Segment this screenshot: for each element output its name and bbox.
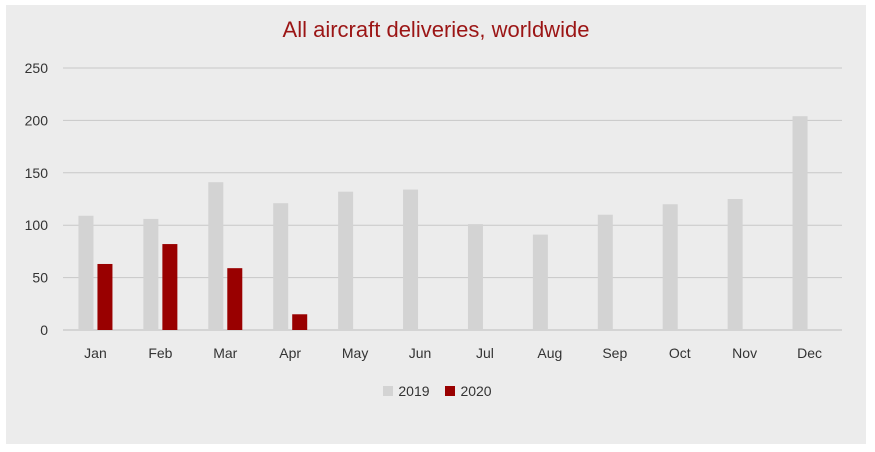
bar-2020-Apr (292, 314, 308, 330)
bar-2019-Jan (78, 215, 94, 330)
bar-2020-Jan (97, 263, 113, 330)
x-tick-label: Apr (279, 345, 301, 361)
bar-2019-Dec (792, 116, 808, 330)
x-tick-label: Mar (213, 345, 237, 361)
bars (78, 116, 808, 330)
bar-2019-Nov (727, 199, 743, 330)
chart-title: All aircraft deliveries, worldwide (282, 17, 590, 42)
gridlines (63, 67, 842, 331)
bar-2020-Feb (162, 244, 178, 330)
legend-swatch-2020 (445, 386, 456, 396)
y-tick-label: 200 (25, 112, 49, 128)
x-tick-label: Oct (669, 345, 691, 361)
x-tick-label: Sep (602, 345, 627, 361)
y-tick-label: 100 (25, 217, 49, 233)
x-tick-label: Dec (797, 345, 822, 361)
bar-2019-Sep (597, 214, 613, 330)
legend-label-2019: 2019 (398, 383, 430, 399)
x-tick-label: Feb (148, 345, 172, 361)
y-axis-ticks: 0 50 100 150 200 250 (25, 60, 49, 338)
x-tick-label: Nov (732, 345, 757, 361)
x-axis-ticks: Jan Feb Mar Apr May Jun Jul Aug Sep Oct Nov Dec (84, 345, 822, 361)
bar-2019-Feb (143, 218, 159, 330)
legend-item-2019: 2019 (383, 383, 430, 399)
x-tick-label: Jul (476, 345, 494, 361)
legend: 2019 2020 (0, 383, 875, 399)
bar-2019-Oct (662, 204, 678, 330)
y-tick-label: 150 (25, 165, 49, 181)
bar-2019-Apr (273, 203, 289, 330)
bar-2019-Aug (532, 234, 548, 330)
legend-item-2020: 2020 (445, 383, 492, 399)
y-tick-label: 50 (32, 270, 48, 286)
y-tick-label: 250 (25, 60, 49, 76)
x-tick-label: Jun (409, 345, 432, 361)
bar-2019-Jun (403, 189, 419, 330)
x-tick-label: May (342, 345, 368, 361)
bar-2019-May (338, 191, 354, 330)
legend-label-2020: 2020 (460, 383, 492, 399)
bar-2019-Jul (467, 224, 483, 330)
bar-2020-Mar (227, 268, 243, 330)
x-tick-label: Aug (537, 345, 562, 361)
legend-swatch-2019 (383, 386, 394, 396)
y-tick-label: 0 (40, 322, 48, 338)
bar-2019-Mar (208, 182, 224, 330)
x-tick-label: Jan (84, 345, 107, 361)
